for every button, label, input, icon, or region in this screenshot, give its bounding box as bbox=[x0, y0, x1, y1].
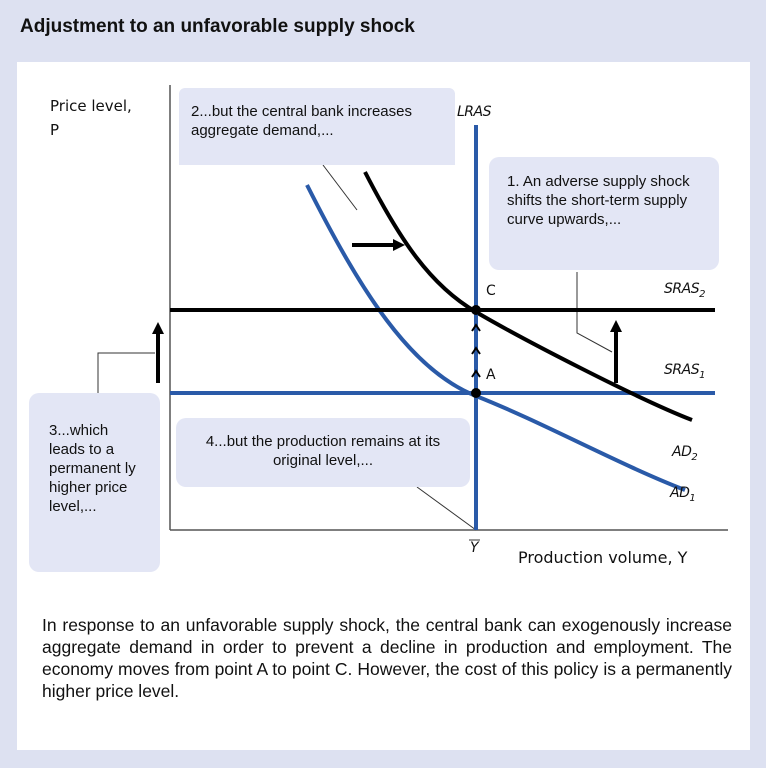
ad1-label: AD1 bbox=[670, 485, 696, 504]
ad1-text: AD bbox=[670, 485, 690, 501]
lras-label: LRAS bbox=[457, 104, 492, 120]
ad2-text: AD bbox=[672, 444, 692, 460]
sras2-text: SRAS bbox=[664, 281, 700, 297]
callout-step3: 3...which leads to a permanent ly higher… bbox=[29, 393, 160, 572]
point-c-label: C bbox=[486, 283, 496, 299]
connector-step4 bbox=[416, 486, 477, 531]
y-axis-label-line2: P bbox=[50, 121, 60, 139]
chevron-up-icon bbox=[471, 369, 481, 378]
point-a-label: A bbox=[486, 367, 496, 383]
callout-step2: 2...but the central bank increases aggre… bbox=[179, 88, 455, 165]
ad1-sub: 1 bbox=[689, 492, 696, 504]
y-bar-label: Y bbox=[470, 540, 479, 556]
ad2-sub: 2 bbox=[691, 451, 698, 463]
sras2-label: SRAS2 bbox=[664, 281, 705, 300]
connector-step1 bbox=[576, 272, 613, 353]
caption: In response to an unfavorable supply sho… bbox=[42, 615, 732, 701]
y-axis-label: Price level, P bbox=[50, 94, 132, 142]
arrow-up-icon bbox=[152, 322, 164, 383]
connector-step2 bbox=[322, 164, 358, 211]
arrow-right-icon bbox=[352, 239, 405, 251]
connector-step3 bbox=[97, 352, 155, 393]
y-axis-label-line1: Price level, bbox=[50, 97, 132, 115]
x-axis-label: Production volume, Y bbox=[518, 548, 688, 567]
chevron-up-icon bbox=[471, 346, 481, 355]
point-c-marker bbox=[471, 305, 481, 315]
sras1-label: SRAS1 bbox=[664, 362, 705, 381]
callout-step1: 1. An adverse supply shock shifts the sh… bbox=[489, 157, 719, 270]
chevron-up-icon bbox=[471, 323, 481, 332]
ad2-label: AD2 bbox=[672, 444, 698, 463]
sras1-text: SRAS bbox=[664, 362, 700, 378]
sras1-sub: 1 bbox=[699, 369, 705, 381]
point-a-marker bbox=[471, 388, 481, 398]
figure-title: Adjustment to an unfavorable supply shoc… bbox=[20, 16, 415, 37]
sras2-sub: 2 bbox=[699, 288, 705, 300]
arrow-up-icon bbox=[610, 320, 622, 383]
callout-step4: 4...but the production remains at its or… bbox=[176, 418, 470, 487]
